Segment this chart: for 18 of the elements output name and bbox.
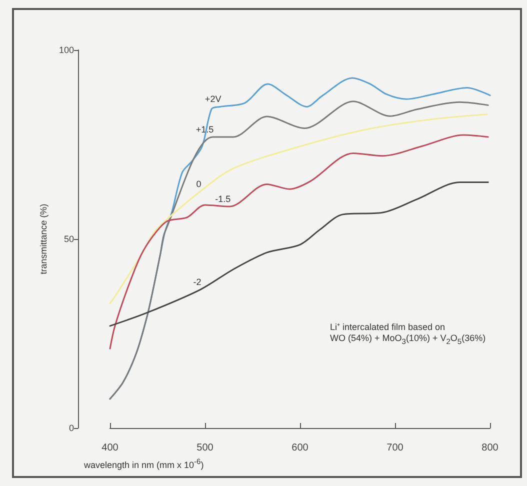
x-tick-label: 400	[102, 442, 119, 454]
y-tick-label: 0	[68, 423, 74, 433]
line-series	[109, 134, 489, 350]
series-label: -1.5	[215, 194, 231, 204]
x-tick-label: 500	[196, 442, 214, 454]
y-tick-label: 50	[64, 234, 74, 244]
x-tick-label: 800	[482, 442, 499, 454]
series-label: -2	[193, 277, 202, 288]
y-axis-title: transmittance (%)	[38, 204, 49, 274]
x-tick-label: 700	[386, 442, 404, 454]
annotation: Li⁺ intercalated film based on	[330, 321, 446, 333]
line-series	[109, 114, 488, 304]
series-label: 0	[196, 178, 202, 189]
y-tick-label: 100	[58, 45, 74, 55]
annotation: WO (54%) + MoO$_{3}$(10%) + V$_{2}$O$_{5}$(36%)	[330, 333, 486, 346]
x-tick-label: 600	[292, 442, 309, 454]
x-axis-title: wavelength in nm (mm x 10$^{-6}$)	[84, 457, 204, 470]
series-label: +2V	[204, 94, 222, 104]
